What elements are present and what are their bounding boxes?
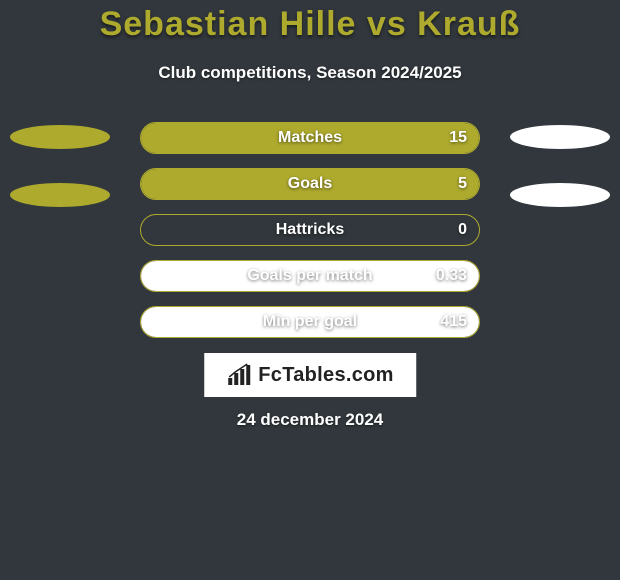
stat-bar-right-value: 15 — [449, 123, 467, 153]
stat-bar: Hattricks0 — [140, 214, 480, 246]
stat-bar-right-value: 0 — [458, 215, 467, 245]
brand-text: FcTables.com — [258, 364, 394, 387]
stat-bars: Matches15 Goals5 Hattricks0 Goals per match… — [140, 122, 480, 338]
stat-bar-label: Goals — [141, 169, 479, 199]
stat-bar-right-value: 5 — [458, 169, 467, 199]
brand-box[interactable]: FcTables.com — [204, 353, 416, 397]
player-marker — [510, 125, 610, 149]
stat-bar: Goals5 — [140, 168, 480, 200]
stat-bar: Goals per match0.33 — [140, 260, 480, 292]
player-right-markers — [510, 125, 610, 207]
player-marker — [10, 183, 110, 207]
player-marker — [10, 125, 110, 149]
stat-bar: Min per goal415 — [140, 306, 480, 338]
stat-bar-label: Min per goal — [141, 307, 479, 337]
stat-bar: Matches15 — [140, 122, 480, 154]
page-title: Sebastian Hille vs Krauß — [0, 5, 620, 44]
subtitle: Club competitions, Season 2024/2025 — [0, 63, 620, 83]
stat-bar-right-value: 415 — [440, 307, 467, 337]
stat-bar-right-value: 0.33 — [436, 261, 467, 291]
player-left-markers — [10, 125, 110, 207]
player-marker — [510, 183, 610, 207]
stat-bar-label: Hattricks — [141, 215, 479, 245]
stat-bar-label: Matches — [141, 123, 479, 153]
stat-bar-label: Goals per match — [141, 261, 479, 291]
bars-chart-icon — [226, 363, 252, 387]
date-label: 24 december 2024 — [0, 410, 620, 430]
